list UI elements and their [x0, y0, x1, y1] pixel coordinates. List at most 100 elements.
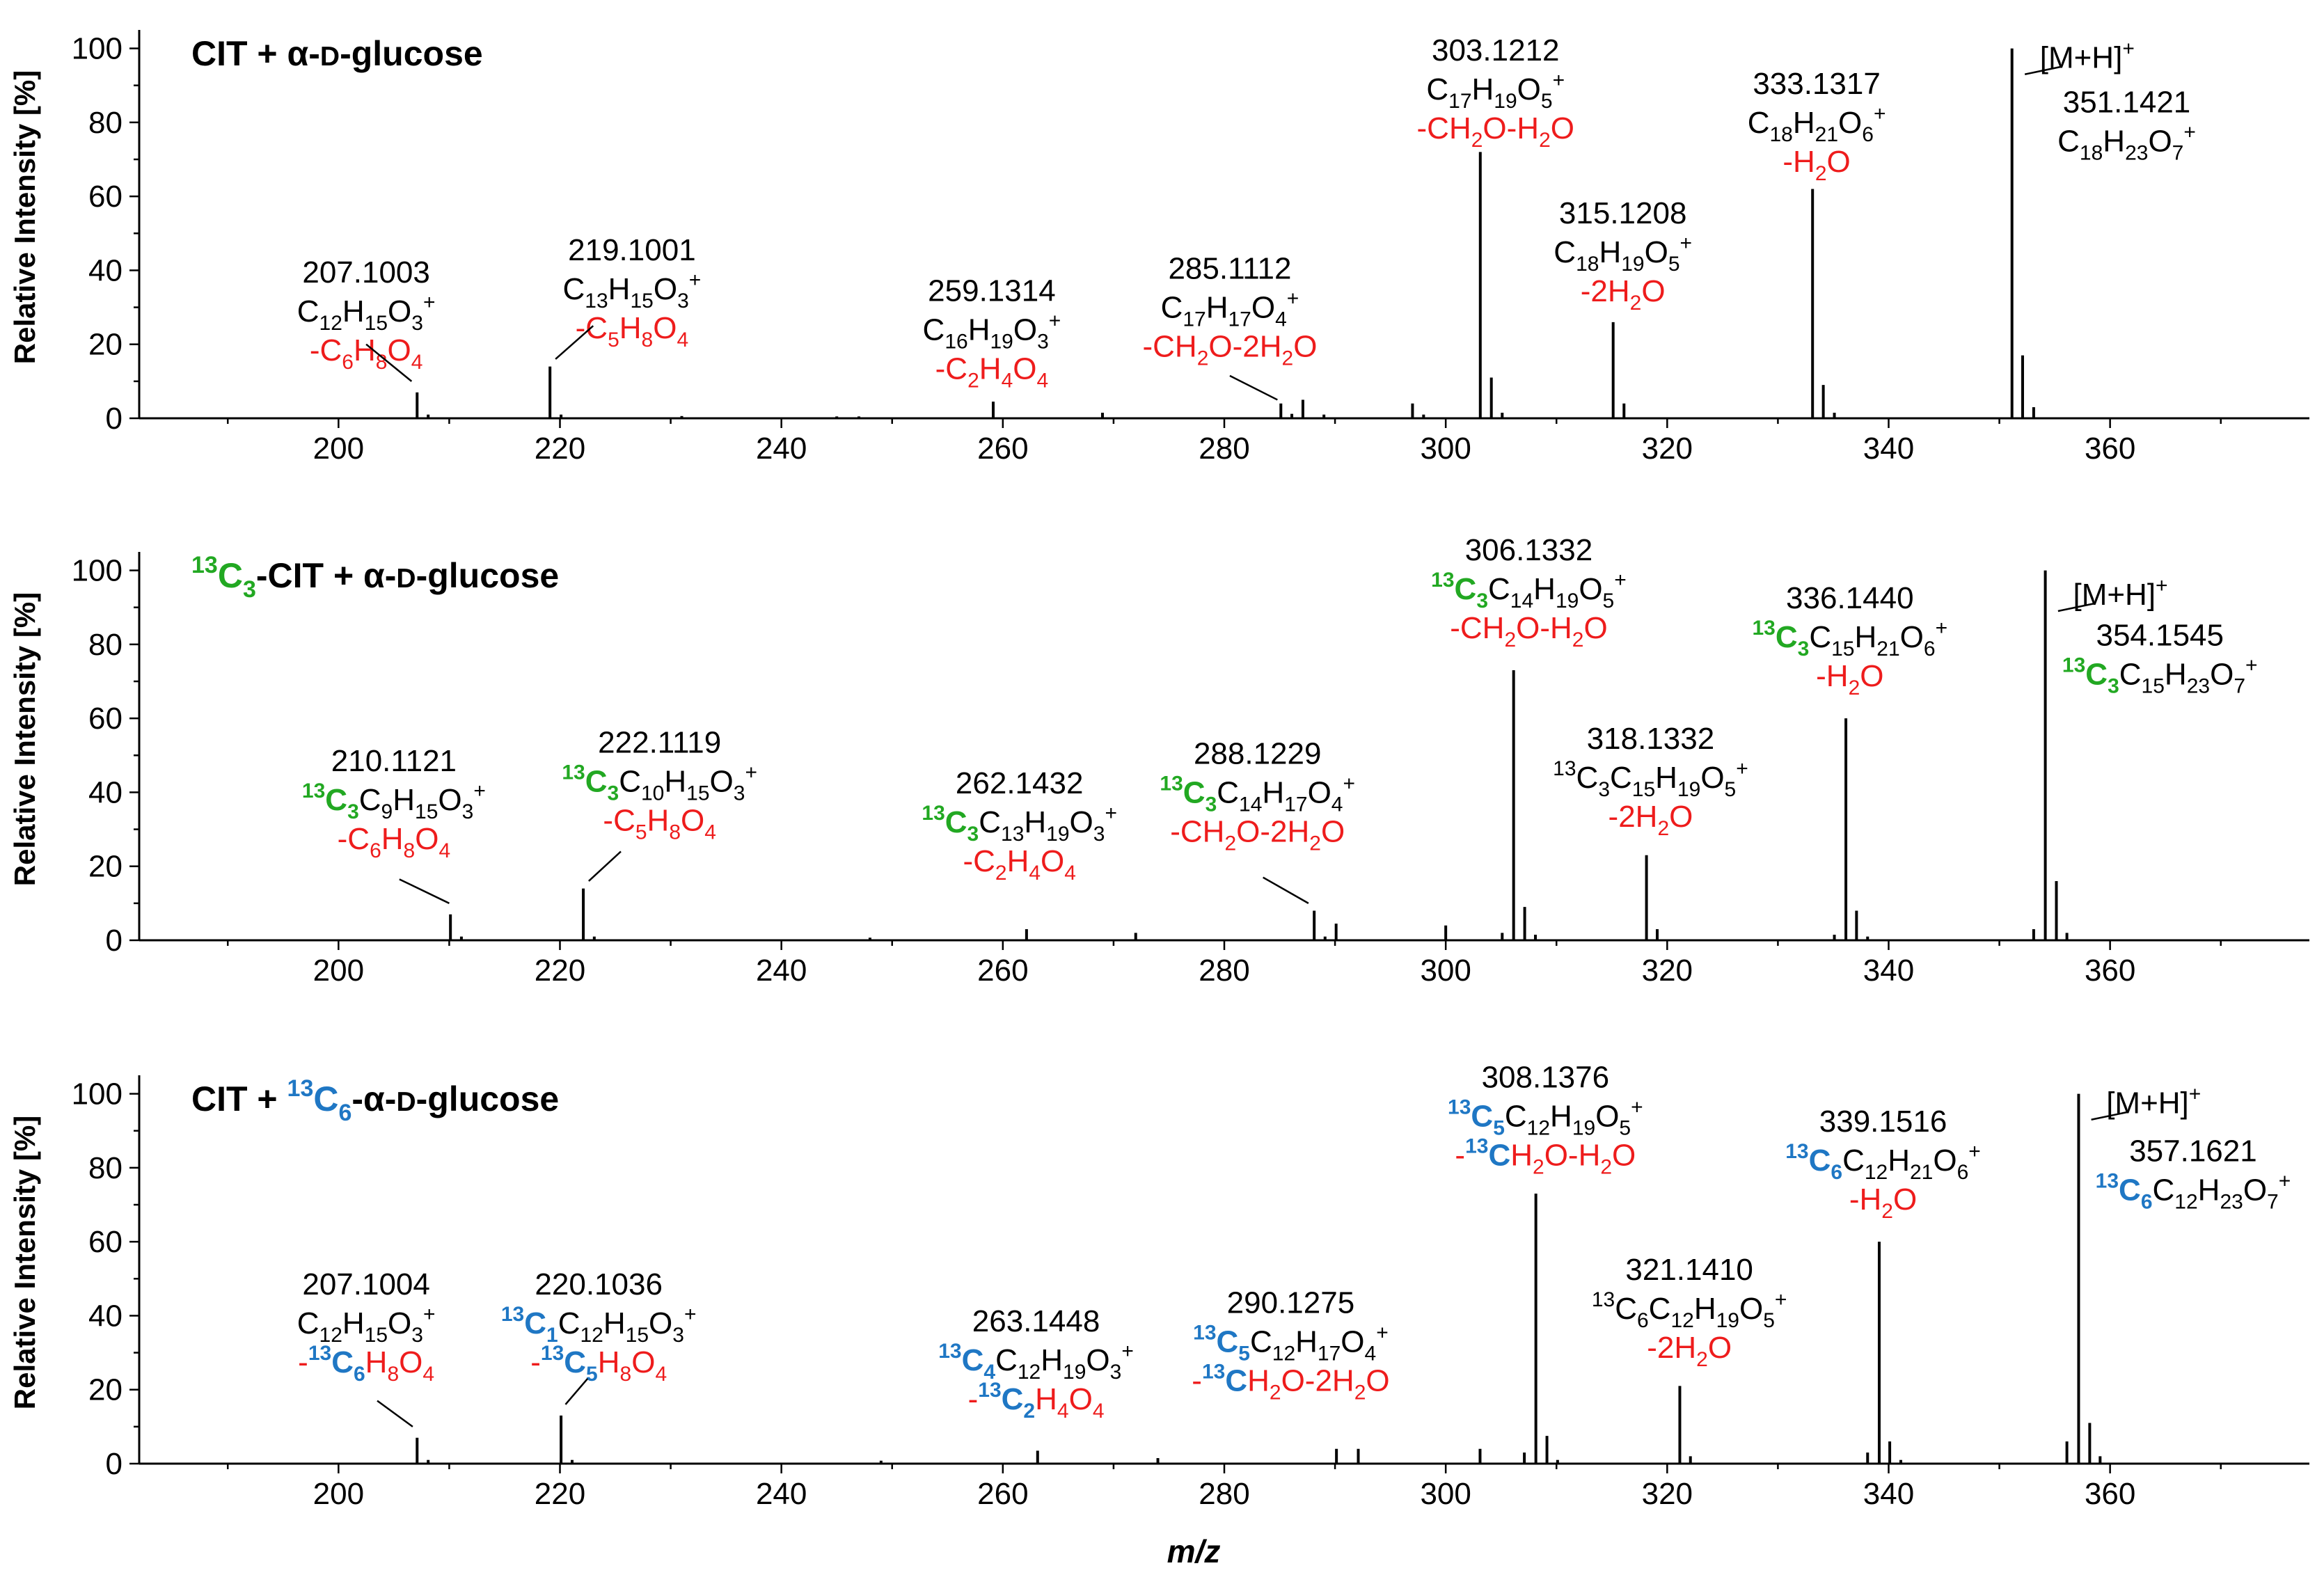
annotation-formula-run: 13	[1785, 1140, 1808, 1163]
annotation-formula-run: 18	[2080, 141, 2103, 164]
annotation-formula-run: 13	[1753, 617, 1776, 640]
annotation-formula-run: 15	[365, 1324, 388, 1347]
annotation-formula-run: C	[1183, 775, 1206, 809]
annotation-formula-run: 15	[686, 782, 709, 805]
annotation-loss-run: C	[1225, 1364, 1247, 1398]
annotation-loss-run: 2	[1309, 832, 1321, 855]
annotation-mz-run: 222.1119	[598, 725, 721, 759]
annotation-formula-run: C	[1505, 1099, 1527, 1133]
annotation-formula-run: 6	[1637, 1309, 1649, 1332]
annotation-formula-run: H	[608, 272, 631, 306]
annotation-formula-run: 15	[365, 312, 388, 335]
annotation-label-run: [M+H]	[2106, 1086, 2189, 1121]
annotation-formula-run: 9	[381, 800, 393, 823]
x-tick-label: 340	[1863, 953, 1914, 988]
annotation-formula-run: 5	[1238, 1343, 1250, 1366]
annotation-loss-run: O	[415, 822, 438, 856]
annotation-formula-run: 12	[1865, 1161, 1888, 1184]
annotation-formula-run: O	[388, 294, 411, 329]
annotation-formula-run: 13	[585, 290, 608, 312]
annotation-loss-run: 2	[1696, 1348, 1708, 1371]
annotation-label: [M+H]+	[2073, 574, 2167, 612]
annotation-mz-run: 306.1332	[1465, 533, 1593, 567]
annotation-formula: 13C3C15H21O6+	[1753, 617, 1948, 660]
annotation-loss-run: 4	[704, 821, 716, 844]
annotation-formula: 13C6C12H19O5+	[1592, 1288, 1787, 1332]
annotation-formula-run: H	[1041, 1343, 1063, 1377]
y-tick-label: 0	[106, 924, 122, 958]
y-tick-label: 20	[88, 850, 122, 884]
annotation-label-run: [M+H]	[2040, 41, 2123, 75]
annotation-formula-run: O	[1070, 805, 1093, 839]
annotation-formula-run: 3	[677, 290, 689, 312]
annotation-formula-run: 3	[347, 800, 359, 823]
annotation-formula: C12H15O3+	[297, 291, 436, 335]
annotation-mz-run: 357.1621	[2129, 1134, 2257, 1169]
annotation-loss-run: 8	[387, 1363, 399, 1386]
annotation-loss-run: C	[1002, 1382, 1024, 1416]
annotation-loss-run: O	[653, 311, 677, 345]
annotation-formula-run: 5	[1763, 1309, 1775, 1332]
annotation-formula-run: 12	[1018, 1361, 1041, 1384]
annotation-leader-line	[1263, 876, 1309, 904]
annotation-mz: 288.1229	[1194, 736, 1322, 770]
annotation-formula-run: C	[962, 1343, 984, 1377]
annotation-loss: -CH2O-2H2O	[1142, 330, 1317, 370]
annotation-formula-run: 13	[1592, 1288, 1615, 1311]
annotation-formula: C17H19O5+	[1426, 69, 1565, 113]
annotation-formula-run: 19	[1556, 589, 1579, 612]
panel-title: 13C3-CIT + α-D-glucose	[191, 552, 559, 603]
annotation-mz-run: 220.1036	[535, 1267, 663, 1301]
annotation-formula-run: 19	[1677, 778, 1700, 801]
annotation-formula-run: C	[1455, 572, 1477, 606]
annotation-loss-run: O	[399, 1345, 422, 1379]
annotation-formula-run: O	[1341, 1325, 1364, 1359]
annotation-formula-run: 4	[983, 1361, 995, 1384]
x-tick-label: 360	[2085, 1477, 2135, 1511]
annotation-mz-run: 354.1545	[2096, 618, 2224, 652]
annotation-formula-run: H	[1793, 106, 1815, 140]
annotation-formula-run: +	[2183, 120, 2196, 143]
annotation-formula-run: H	[1655, 761, 1677, 795]
x-tick-label: 220	[535, 953, 585, 988]
panel-title-run: D	[396, 1087, 416, 1117]
y-tick-label: 60	[88, 702, 122, 736]
annotation-formula-run: 3	[1037, 330, 1049, 353]
annotation-loss-run: -	[1455, 1138, 1465, 1172]
annotation-loss-run: C	[1488, 1138, 1510, 1172]
annotation-loss-run: H	[365, 1345, 388, 1379]
y-tick-label: 80	[88, 106, 122, 140]
annotation-loss-run: -H	[1782, 145, 1815, 179]
annotation-loss: -13C5H8O4	[530, 1342, 667, 1386]
annotation-loss-run: 2	[1224, 832, 1236, 855]
annotation-formula-run: +	[2279, 1170, 2291, 1193]
annotation-loss-run: 5	[608, 329, 619, 351]
annotation-loss: -C5H8O4	[576, 311, 689, 351]
annotation-loss-run: 4	[1057, 1400, 1069, 1423]
annotation-formula-run: 15	[1632, 778, 1655, 801]
annotation-formula-run: C	[325, 783, 347, 817]
panel-title-run: C	[218, 556, 243, 595]
annotation-formula-run: 17	[1228, 308, 1251, 331]
annotation-mz-run: 210.1121	[331, 744, 457, 778]
x-tick-label: 220	[535, 432, 585, 466]
spectra-panels: 200 220 240 260 280 300 320 340 360020406080100R…	[8, 30, 2309, 1511]
x-tick-label: 300	[1420, 1477, 1471, 1511]
annotation-loss-run: 2	[1197, 347, 1209, 370]
annotation-formula-run: 16	[944, 330, 967, 353]
annotation-formula-run: 17	[1284, 793, 1307, 816]
annotation-mz: 207.1003	[302, 255, 430, 290]
annotation-formula-run: H	[2103, 124, 2125, 158]
x-tick-label: 320	[1642, 432, 1693, 466]
annotation-loss-run: O	[1827, 145, 1851, 179]
panel-title-run: 13	[287, 1075, 314, 1102]
annotation-formula-run: 5	[1725, 778, 1737, 801]
spectrum-panel-1: 200 220 240 260 280 300 320 340 360 0 20 40 60 80 100 R…	[8, 30, 2309, 466]
annotation-loss-run: 8	[620, 1363, 632, 1386]
peak-annotation: [M+H]+	[2057, 574, 2168, 612]
annotation-loss-run: O	[1583, 611, 1607, 645]
annotation-loss-run: -C	[603, 803, 635, 837]
annotation-loss-run: 8	[642, 329, 654, 351]
